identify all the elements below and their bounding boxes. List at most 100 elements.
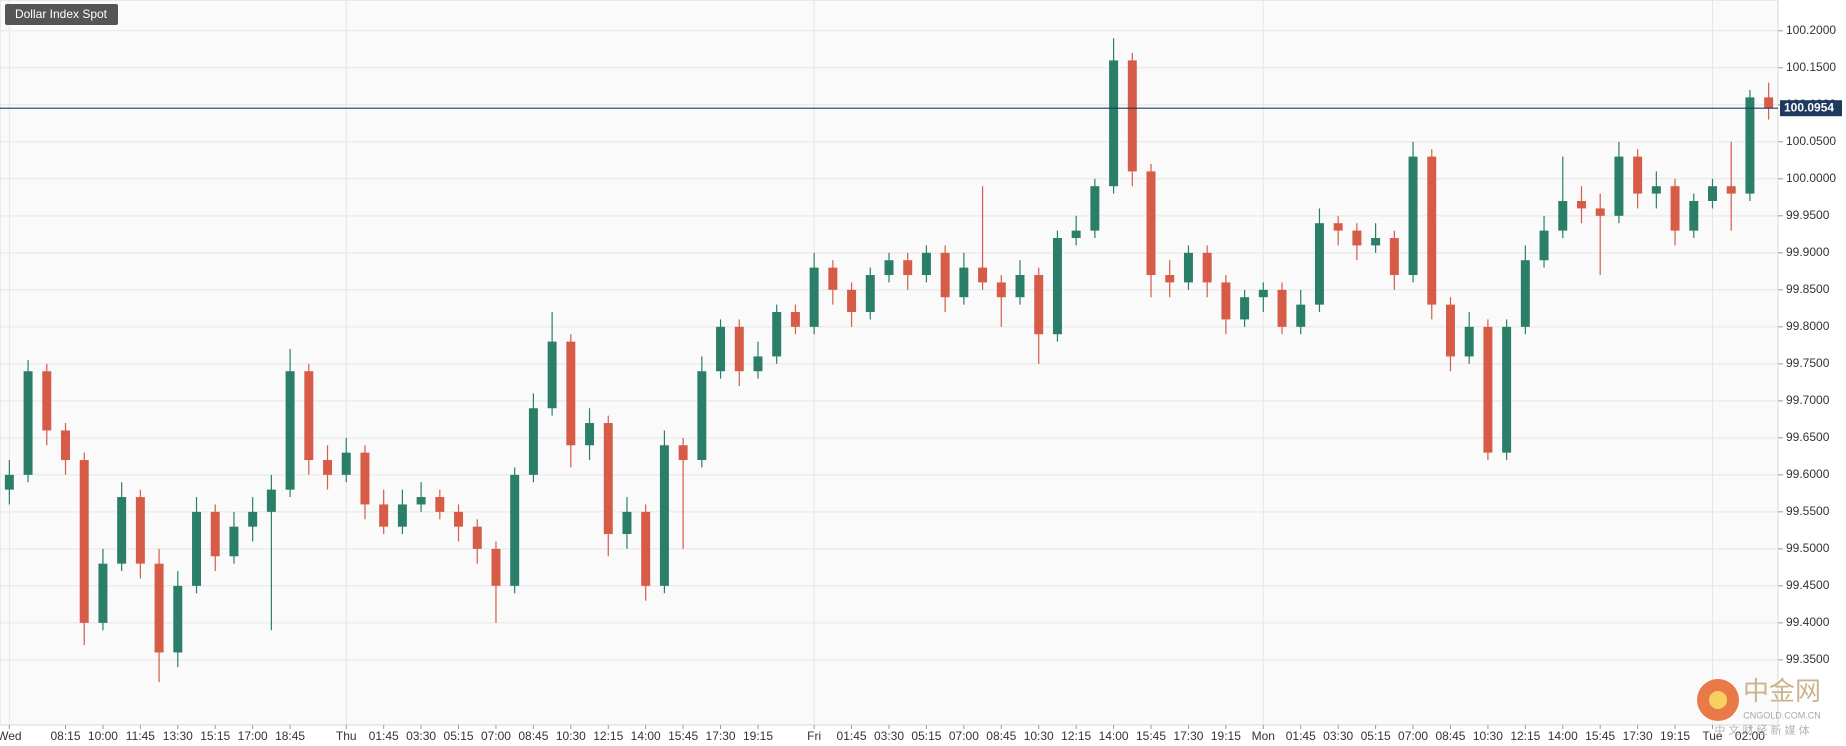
candle-body: [491, 548, 501, 586]
x-tick-label: 08:45: [1435, 729, 1465, 743]
candle-body: [1558, 201, 1568, 231]
x-tick-label: 12:15: [593, 729, 623, 743]
y-tick-label: 100.2000: [1786, 23, 1836, 37]
candle-body: [1576, 201, 1586, 209]
y-tick-label: 99.3500: [1786, 652, 1830, 666]
candle-body: [1726, 186, 1736, 194]
candle-body: [1146, 171, 1156, 276]
watermark-domain: CNGOLD.COM.CN: [1743, 710, 1821, 720]
candle-body: [772, 312, 782, 357]
x-tick-label: 07:00: [481, 729, 511, 743]
candle-body: [622, 511, 632, 535]
candle-body: [790, 312, 800, 327]
candle-body: [865, 275, 875, 313]
candle-body: [379, 504, 389, 527]
candle-body: [1034, 275, 1044, 335]
x-tick-label: 19:15: [1660, 729, 1690, 743]
candle-body: [903, 260, 913, 276]
x-tick-label: 14:00: [1548, 729, 1578, 743]
y-tick-label: 99.5000: [1786, 541, 1830, 555]
candle-body: [154, 563, 164, 653]
candle-body: [1595, 208, 1605, 216]
x-tick-label: 03:30: [1323, 729, 1353, 743]
candle-body: [1090, 186, 1100, 231]
candle-body: [435, 497, 445, 512]
candles: [4, 38, 1774, 683]
plot-area: [0, 0, 1779, 726]
watermark: 中金网 CNGOLD.COM.CN 中 文 财 经 新 媒 体: [1697, 677, 1821, 737]
candle-body: [1277, 289, 1287, 327]
candle-body: [1296, 304, 1306, 327]
candle-body: [42, 371, 52, 431]
candle-body: [641, 511, 651, 586]
candle-body: [547, 341, 557, 409]
candle-body: [959, 267, 969, 298]
candle-body: [1520, 260, 1530, 327]
x-tick-label: 12:15: [1510, 729, 1540, 743]
watermark-slogan: 中 文 财 经 新 媒 体: [1714, 723, 1809, 737]
candle-body: [1427, 156, 1437, 305]
candle-body: [678, 445, 688, 461]
candle-body: [1165, 275, 1175, 283]
candle-body: [1408, 156, 1418, 276]
x-tick-label: 08:45: [986, 729, 1016, 743]
y-tick-label: 99.6500: [1786, 430, 1830, 444]
x-tick-label: 19:15: [1211, 729, 1241, 743]
x-tick-label: 15:45: [1136, 729, 1166, 743]
x-tick-label: 05:15: [911, 729, 941, 743]
candle-body: [285, 371, 295, 490]
candle-body: [828, 267, 838, 290]
x-tick-label: Mon: [1252, 729, 1275, 743]
candle-body: [454, 511, 464, 527]
x-tick-label: 15:15: [200, 729, 230, 743]
x-tick-label: 03:30: [406, 729, 436, 743]
candle-body: [528, 408, 538, 475]
watermark-logo-inner: [1709, 691, 1727, 709]
x-tick-label: 14:00: [631, 729, 661, 743]
x-tick-label: 08:15: [50, 729, 80, 743]
x-tick-label: 01:45: [369, 729, 399, 743]
x-tick-label: 08:45: [518, 729, 548, 743]
candle-body: [1202, 252, 1212, 283]
axes: 99.3500 99.4000 99.4500 99.5000 99.5500 99.60…: [0, 23, 1842, 743]
candle-body: [1502, 326, 1512, 453]
x-tick-label: 10:00: [88, 729, 118, 743]
candle-body: [1371, 238, 1381, 246]
candle-body: [1483, 326, 1493, 453]
candle-body: [192, 511, 202, 586]
candle-body: [1651, 186, 1661, 194]
candle-body: [921, 252, 931, 276]
candle-body: [1240, 297, 1250, 320]
candle-body: [360, 452, 370, 505]
candle-body: [1258, 289, 1268, 298]
candle-body: [79, 460, 89, 623]
x-tick-label: 03:30: [874, 729, 904, 743]
candle-body: [1071, 230, 1081, 239]
candle-body: [1445, 304, 1455, 357]
watermark-logo: 中金网: [1743, 677, 1821, 707]
x-tick-label: 13:30: [163, 729, 193, 743]
candle-body: [135, 497, 145, 564]
candle-body: [1745, 97, 1755, 194]
x-tick-label: 19:15: [743, 729, 773, 743]
x-tick-label: 01:45: [837, 729, 867, 743]
candle-body: [266, 489, 276, 512]
candle-body: [1708, 186, 1717, 202]
candle-body: [472, 526, 482, 549]
current-price-box: [1780, 100, 1842, 117]
y-tick-label: 99.5500: [1786, 504, 1830, 518]
candle-body: [323, 460, 333, 475]
candle-body: [753, 356, 763, 372]
current-price-label: 100.0954: [1784, 100, 1834, 114]
y-tick-label: 99.4500: [1786, 578, 1830, 592]
x-tick-label: 17:00: [238, 729, 268, 743]
x-tick-label: 10:30: [1473, 729, 1503, 743]
candle-body: [397, 504, 407, 527]
y-tick-label: 99.9000: [1786, 245, 1830, 259]
candle-body: [1221, 282, 1231, 320]
candle-body: [978, 267, 988, 283]
y-tick-label: 100.0500: [1786, 134, 1836, 148]
candle-body: [416, 497, 426, 505]
y-tick-label: 99.6000: [1786, 467, 1830, 481]
